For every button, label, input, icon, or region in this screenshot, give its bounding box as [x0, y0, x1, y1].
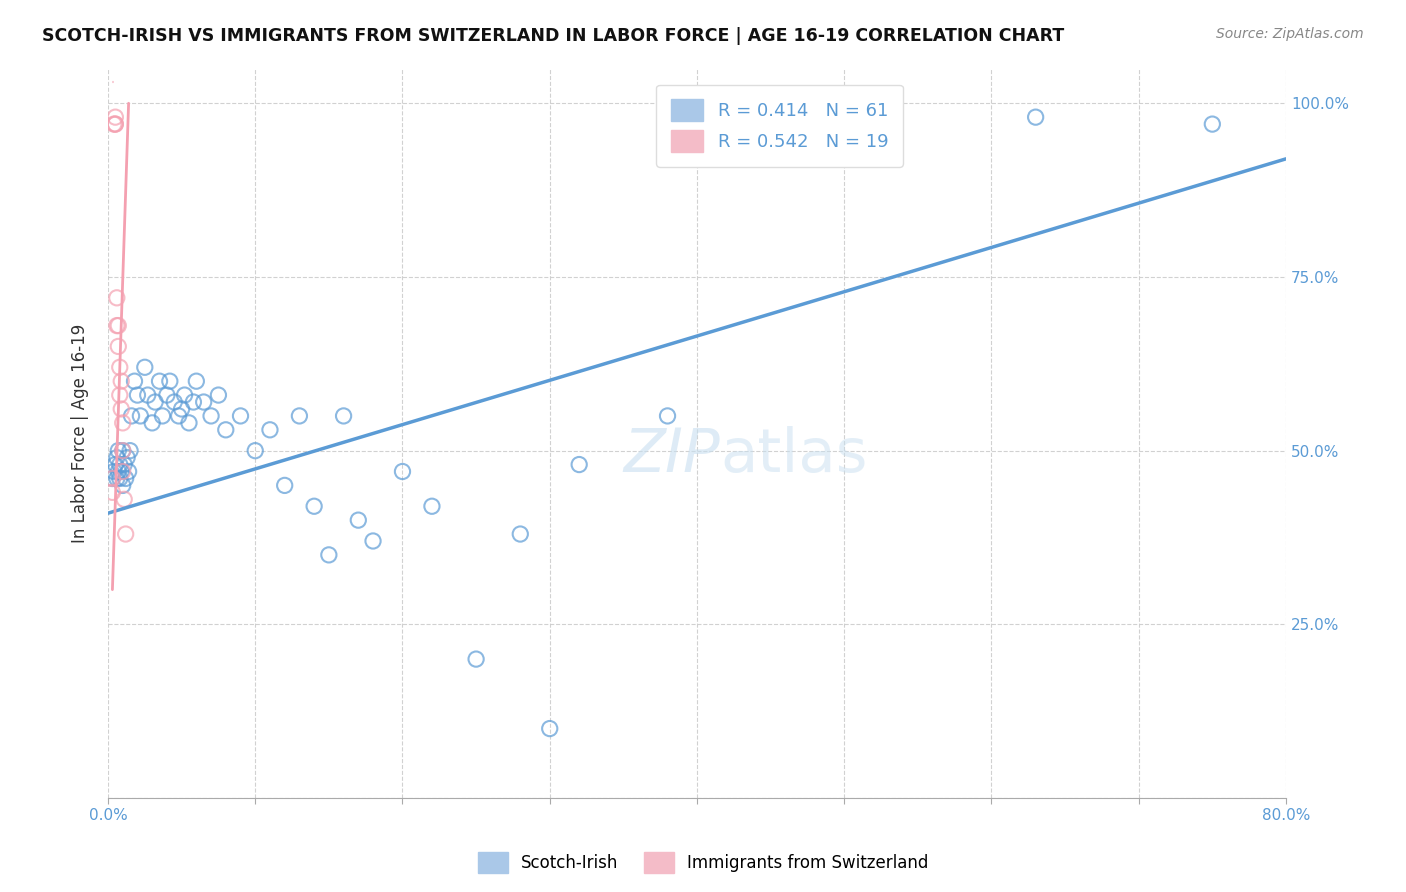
Point: [111, 465, 134, 479]
Point: [657, 409, 679, 423]
Point: [207, 388, 229, 402]
Point: [103, 117, 125, 131]
Legend: R = 0.414   N = 61, R = 0.542   N = 19: R = 0.414 N = 61, R = 0.542 N = 19: [657, 85, 903, 167]
Point: [716, 131, 738, 145]
Point: [186, 374, 208, 388]
Point: [110, 374, 132, 388]
Point: [108, 388, 131, 402]
Point: [115, 450, 138, 465]
Point: [159, 374, 181, 388]
Point: [200, 409, 222, 423]
Point: [143, 395, 166, 409]
Point: [117, 465, 139, 479]
Legend: Scotch-Irish, Immigrants from Switzerland: Scotch-Irish, Immigrants from Switzerlan…: [471, 846, 935, 880]
Point: [347, 513, 370, 527]
Point: [111, 416, 134, 430]
Point: [104, 110, 127, 124]
Y-axis label: In Labor Force | Age 16-19: In Labor Force | Age 16-19: [72, 324, 89, 543]
Point: [288, 409, 311, 423]
Point: [114, 471, 136, 485]
Point: [302, 500, 325, 514]
Point: [215, 423, 238, 437]
Point: [111, 478, 134, 492]
Point: [245, 443, 267, 458]
Point: [107, 318, 129, 333]
Point: [318, 548, 340, 562]
Point: [229, 409, 252, 423]
Point: [509, 527, 531, 541]
Text: SCOTCH-IRISH VS IMMIGRANTS FROM SWITZERLAND IN LABOR FORCE | AGE 16-19 CORRELATI: SCOTCH-IRISH VS IMMIGRANTS FROM SWITZERL…: [42, 27, 1064, 45]
Point: [332, 409, 354, 423]
Point: [110, 401, 132, 416]
Point: [1201, 117, 1223, 131]
Text: atlas: atlas: [720, 425, 868, 484]
Point: [107, 339, 129, 353]
Point: [112, 492, 135, 507]
Point: [107, 443, 129, 458]
Point: [141, 416, 163, 430]
Point: [112, 458, 135, 472]
Point: [177, 416, 200, 430]
Point: [124, 374, 146, 388]
Point: [193, 395, 215, 409]
Point: [121, 409, 143, 423]
Point: [104, 117, 127, 131]
Point: [361, 533, 384, 548]
Point: [136, 388, 159, 402]
Point: [105, 318, 128, 333]
Point: [163, 395, 186, 409]
Point: [101, 471, 124, 485]
Point: [111, 443, 134, 458]
Point: [107, 465, 129, 479]
Point: [173, 388, 195, 402]
Point: [152, 409, 174, 423]
Point: [110, 465, 132, 479]
Point: [170, 401, 193, 416]
Point: [420, 500, 443, 514]
Point: [1025, 110, 1047, 124]
Point: [103, 465, 125, 479]
Point: [108, 471, 131, 485]
Point: [114, 527, 136, 541]
Point: [134, 360, 156, 375]
Point: [105, 450, 128, 465]
Point: [104, 117, 127, 131]
Point: [148, 374, 170, 388]
Point: [101, 485, 124, 500]
Point: [465, 652, 488, 666]
Text: ZIP: ZIP: [624, 425, 720, 484]
Point: [127, 388, 149, 402]
Point: [105, 471, 128, 485]
Point: [101, 471, 124, 485]
Point: [156, 388, 179, 402]
Point: [104, 458, 127, 472]
Point: [105, 291, 128, 305]
Point: [129, 409, 152, 423]
Point: [108, 458, 131, 472]
Point: [183, 395, 205, 409]
Text: Source: ZipAtlas.com: Source: ZipAtlas.com: [1216, 27, 1364, 41]
Point: [111, 443, 134, 458]
Point: [259, 423, 281, 437]
Point: [120, 443, 142, 458]
Point: [108, 360, 131, 375]
Point: [832, 117, 855, 131]
Point: [391, 465, 413, 479]
Point: [538, 722, 561, 736]
Point: [568, 458, 591, 472]
Point: [273, 478, 295, 492]
Point: [167, 409, 190, 423]
